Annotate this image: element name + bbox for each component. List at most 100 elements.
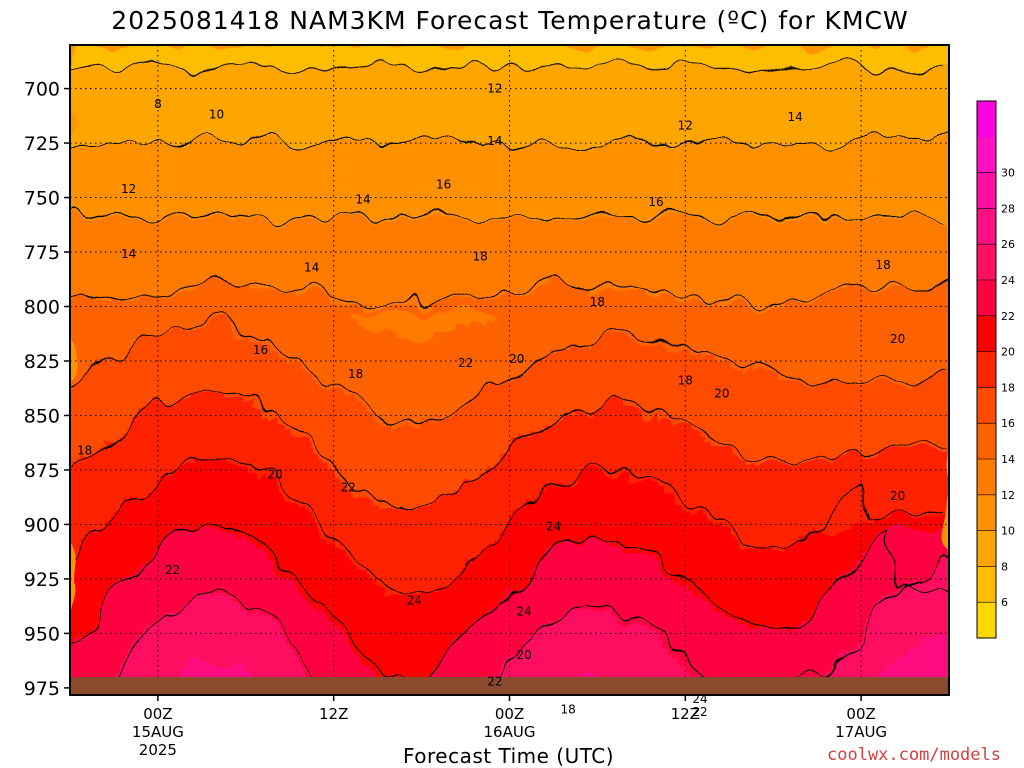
temp-cell xyxy=(137,600,143,608)
temp-cell xyxy=(83,197,89,204)
temp-cell xyxy=(178,399,184,406)
temp-cell xyxy=(119,546,125,553)
temp-cell xyxy=(164,344,170,352)
temp-cell xyxy=(92,170,98,177)
temp-cell xyxy=(115,219,121,226)
temp-cell xyxy=(151,312,157,319)
temp-cell xyxy=(151,442,157,450)
temp-cell xyxy=(115,88,121,95)
temp-cell xyxy=(178,377,184,384)
temp-cell xyxy=(106,426,112,433)
chart-title: 2025081418 NAM3KM Forecast Temperature (… xyxy=(0,6,1020,35)
temp-cell xyxy=(182,235,188,243)
temp-cell xyxy=(146,66,152,74)
temp-cell xyxy=(155,104,161,112)
temp-cell xyxy=(142,154,148,161)
temp-cell xyxy=(164,219,170,226)
temp-cell xyxy=(200,224,206,232)
temp-cell xyxy=(187,312,193,319)
temp-cell xyxy=(169,72,175,79)
temp-cell xyxy=(92,388,98,395)
temp-cell xyxy=(182,513,188,520)
temp-cell xyxy=(187,148,193,155)
temp-cell xyxy=(70,284,76,292)
temp-cell xyxy=(128,115,134,123)
temp-cell xyxy=(191,257,197,264)
temp-cell xyxy=(169,393,175,401)
temp-cell xyxy=(74,344,80,352)
temp-cell xyxy=(74,72,80,79)
temp-cell xyxy=(164,426,170,433)
temp-cell xyxy=(97,524,103,531)
temp-cell xyxy=(133,486,139,493)
temp-cell xyxy=(79,617,85,624)
temp-cell xyxy=(155,148,161,155)
temp-cell xyxy=(101,148,107,155)
temp-cell xyxy=(106,333,112,341)
temp-cell xyxy=(97,208,103,215)
temp-cell xyxy=(187,355,193,362)
temp-cell xyxy=(178,568,184,575)
temp-cell xyxy=(187,633,193,640)
temp-cell xyxy=(146,148,152,155)
temp-cell xyxy=(169,600,175,608)
temp-cell xyxy=(169,557,175,564)
temp-cell xyxy=(187,442,193,450)
temp-cell xyxy=(83,284,89,292)
temp-cell xyxy=(155,110,161,117)
temp-cell xyxy=(79,154,85,161)
temp-cell xyxy=(200,535,206,542)
temp-cell xyxy=(187,589,193,597)
temp-cell xyxy=(146,290,152,297)
temp-cell xyxy=(155,246,161,253)
temp-cell xyxy=(169,638,175,646)
temp-cell xyxy=(151,322,157,330)
temp-cell xyxy=(74,154,80,161)
temp-cell xyxy=(74,595,80,602)
temp-cell xyxy=(92,88,98,95)
temp-cell xyxy=(164,382,170,390)
temp-cell xyxy=(128,415,134,422)
temp-cell xyxy=(106,246,112,253)
temp-cell xyxy=(70,475,76,482)
temp-cell xyxy=(151,589,157,597)
temp-cell xyxy=(92,350,98,357)
temp-cell xyxy=(200,181,206,188)
temp-cell xyxy=(200,622,206,629)
temp-cell xyxy=(88,437,94,444)
temp-cell xyxy=(115,224,121,232)
temp-cell xyxy=(110,420,116,428)
temp-cell xyxy=(178,611,184,618)
temp-cell xyxy=(200,262,206,270)
temp-cell xyxy=(146,377,152,384)
temp-cell xyxy=(133,600,139,608)
temp-cell xyxy=(115,622,121,629)
temp-cell xyxy=(97,355,103,362)
temp-cell xyxy=(133,175,139,183)
temp-cell xyxy=(101,638,107,646)
temp-cell xyxy=(164,306,170,313)
temp-cell xyxy=(169,333,175,341)
temp-cell xyxy=(164,393,170,401)
temp-cell xyxy=(119,382,125,390)
temp-cell xyxy=(92,175,98,183)
temp-cell xyxy=(160,377,166,384)
temp-cell xyxy=(110,388,116,395)
temp-cell xyxy=(101,295,107,302)
temp-cell xyxy=(128,262,134,270)
temp-cell xyxy=(182,312,188,319)
temp-cell xyxy=(101,377,107,384)
temp-cell xyxy=(106,470,112,477)
temp-cell xyxy=(128,366,134,373)
temp-cell xyxy=(110,633,116,640)
temp-cell xyxy=(182,170,188,177)
temp-cell xyxy=(83,224,89,232)
temp-cell xyxy=(169,649,175,657)
temp-cell xyxy=(191,431,197,439)
temp-cell xyxy=(187,333,193,341)
temp-cell xyxy=(70,540,76,548)
temp-cell xyxy=(92,224,98,232)
temp-cell xyxy=(137,132,143,139)
temp-cell xyxy=(79,186,85,194)
temp-cell xyxy=(101,649,107,657)
